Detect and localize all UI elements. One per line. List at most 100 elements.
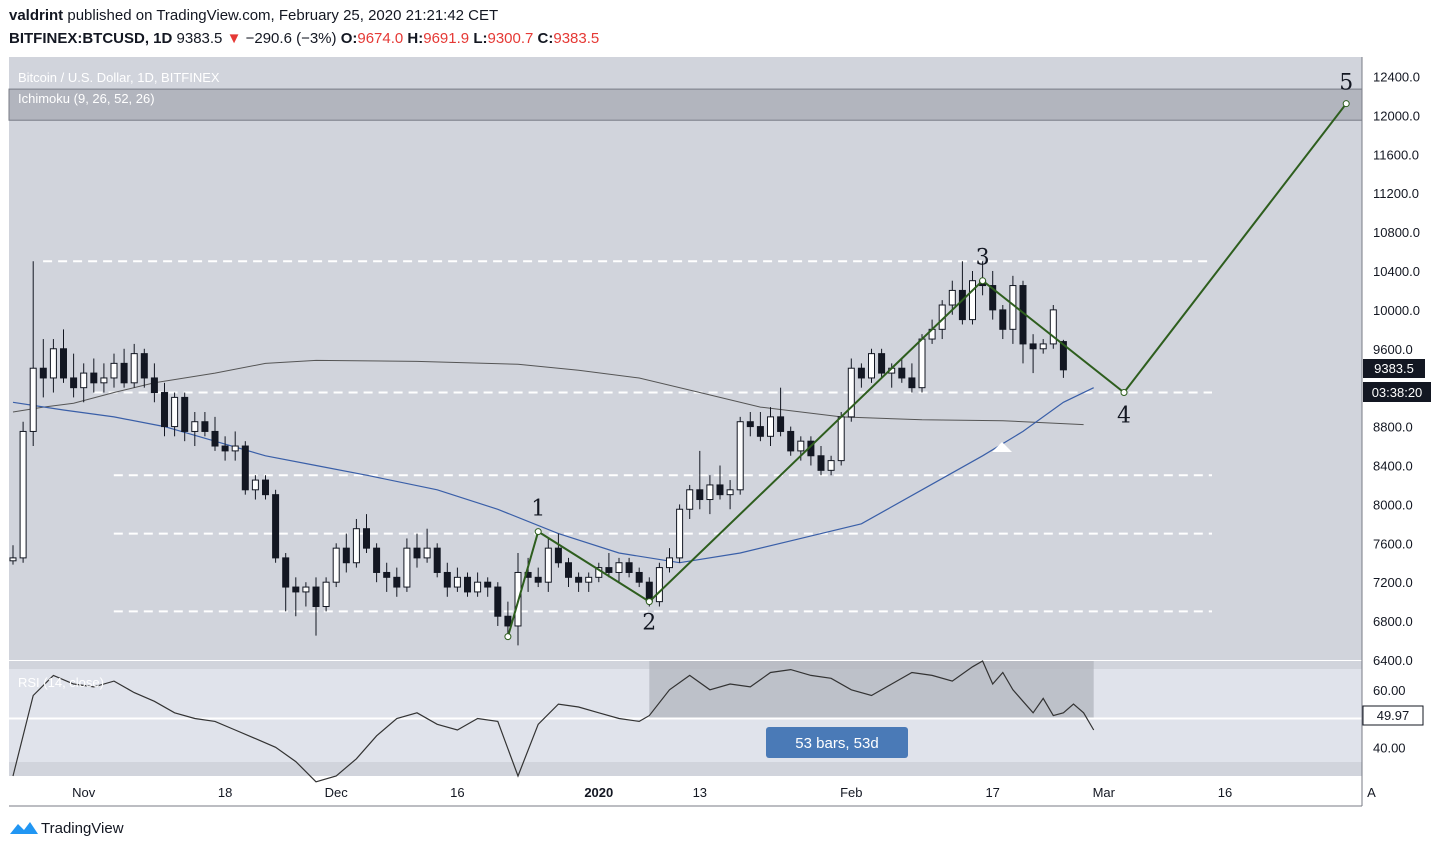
- candle: [484, 577, 492, 597]
- candle: [1049, 305, 1057, 349]
- resistance-zone: [8, 88, 1363, 121]
- candle: [474, 572, 482, 597]
- candle: [352, 518, 360, 568]
- candle: [29, 261, 37, 447]
- triangle-up-icon: [992, 442, 1012, 452]
- price-tick: 7600.0: [1373, 536, 1413, 551]
- price-tick: 12400.0: [1373, 69, 1420, 84]
- wave-point[interactable]: [1120, 389, 1128, 397]
- candle: [332, 543, 340, 588]
- price-tick: 8000.0: [1373, 497, 1413, 512]
- legend-indicator: Ichimoku (9, 26, 52, 26): [18, 91, 155, 106]
- rsi-legend: RSI (14, close): [18, 675, 104, 690]
- elliott-wave-path[interactable]: [506, 103, 1347, 637]
- candle: [231, 431, 239, 461]
- candle: [736, 416, 744, 495]
- candle: [191, 411, 199, 447]
- candle: [423, 528, 431, 563]
- candle: [140, 348, 148, 388]
- candle: [787, 426, 795, 456]
- rsi-tick: 40.00: [1373, 740, 1406, 755]
- time-tick: A: [1367, 785, 1376, 800]
- candle: [403, 538, 411, 592]
- candle: [868, 348, 875, 383]
- time-tick: Nov: [72, 785, 96, 800]
- candle: [443, 562, 451, 597]
- wave-point[interactable]: [504, 633, 512, 641]
- candle: [716, 465, 724, 500]
- wave-point[interactable]: [645, 598, 653, 606]
- time-tick: 17: [985, 785, 999, 800]
- ichimoku-lagging-span: [12, 359, 1084, 426]
- price-tick: 10000.0: [1373, 303, 1420, 318]
- candle: [1029, 334, 1037, 374]
- candle: [241, 441, 249, 495]
- candle: [282, 553, 290, 612]
- wave-point[interactable]: [534, 528, 542, 536]
- candle: [908, 363, 916, 393]
- candle: [251, 475, 259, 500]
- wave-point[interactable]: [1342, 100, 1350, 108]
- legend-title: Bitcoin / U.S. Dollar, 1D, BITFINEX: [18, 70, 220, 85]
- candle: [413, 533, 421, 568]
- candle: [494, 582, 502, 626]
- candle: [373, 543, 381, 583]
- price-tick: 12000.0: [1373, 108, 1420, 123]
- candle: [969, 270, 976, 325]
- rsi-value-badge: 49.97: [1362, 705, 1424, 726]
- wave-label: 5: [1339, 71, 1353, 96]
- close-label: C:: [537, 30, 554, 47]
- price-tick: 6800.0: [1373, 614, 1413, 629]
- candle: [605, 553, 613, 578]
- wave-point[interactable]: [979, 277, 987, 285]
- high-label: H:: [407, 30, 424, 47]
- candle: [9, 545, 17, 565]
- candle: [585, 572, 593, 592]
- candle: [342, 533, 350, 573]
- tradingview-footer[interactable]: TradingView: [9, 818, 124, 838]
- author-name[interactable]: valdrint: [9, 7, 64, 24]
- candle: [655, 562, 663, 607]
- candle: [383, 562, 391, 592]
- candle: [898, 358, 906, 383]
- time-tick: 16: [450, 785, 464, 800]
- candle: [181, 392, 189, 442]
- candle: [504, 601, 512, 636]
- candle: [120, 348, 128, 388]
- time-tick: Feb: [840, 785, 862, 800]
- candle: [49, 339, 57, 393]
- candle: [696, 450, 704, 510]
- candle: [90, 358, 98, 393]
- price-tick: 10800.0: [1373, 225, 1420, 240]
- candle: [575, 572, 583, 592]
- price-pane[interactable]: [9, 57, 1362, 660]
- price-badge: 9383.5: [1363, 359, 1425, 378]
- candle: [171, 392, 179, 437]
- candle: [544, 538, 552, 592]
- candle: [302, 582, 310, 607]
- price-tick: 11200.0: [1373, 186, 1419, 201]
- candle: [706, 475, 714, 515]
- time-tick: Mar: [1093, 785, 1116, 800]
- range-badge-text: 53 bars, 53d: [795, 735, 878, 752]
- candle: [534, 567, 542, 588]
- candle: [625, 557, 633, 578]
- candle: [453, 567, 461, 592]
- candle: [272, 489, 280, 563]
- price-tick: 8800.0: [1373, 420, 1413, 435]
- candle: [746, 411, 754, 437]
- candle: [464, 572, 471, 597]
- candle: [989, 270, 997, 320]
- low-value: 9300.7: [487, 30, 534, 47]
- candle: [363, 514, 370, 554]
- price-badge-text: 9383.5: [1374, 361, 1414, 376]
- open-label: O:: [340, 30, 358, 47]
- candle: [635, 567, 643, 588]
- price-tick: 8400.0: [1373, 458, 1413, 473]
- open-value: 9674.0: [357, 30, 404, 47]
- publish-line: valdrint published on TradingView.com, F…: [9, 7, 498, 24]
- candle: [878, 348, 886, 378]
- candle: [39, 339, 47, 398]
- candle: [756, 411, 764, 442]
